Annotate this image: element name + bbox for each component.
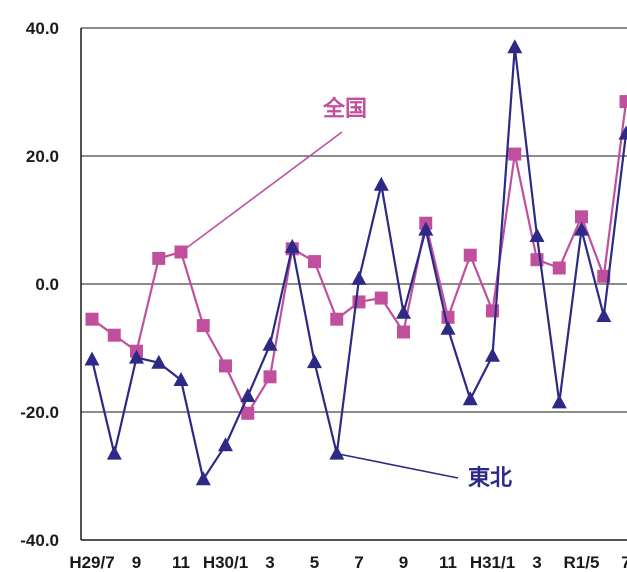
x-tick-label: 3 (532, 553, 541, 572)
data-point-triangle (329, 445, 345, 460)
data-point-square (330, 312, 344, 326)
x-tick-label: 3 (265, 553, 274, 572)
data-point-triangle (462, 391, 478, 406)
x-tick-label: H31/1 (470, 553, 515, 572)
data-point-square (308, 255, 321, 269)
y-tick-label: -40.0 (20, 531, 59, 550)
y-tick-label: 20.0 (26, 147, 59, 166)
data-point-triangle (84, 351, 100, 366)
data-point-triangle (240, 388, 256, 402)
data-point-square (174, 245, 188, 259)
y-tick-label: 40.0 (26, 19, 59, 38)
data-point-triangle (485, 347, 500, 362)
x-tick-label: 7 (354, 553, 363, 572)
data-point-square (552, 261, 566, 275)
annotation-leader-line (180, 131, 343, 253)
data-point-triangle (596, 308, 612, 322)
data-point-square (85, 312, 99, 326)
data-point-square (263, 370, 277, 384)
data-point-triangle (106, 445, 122, 460)
series-line (91, 101, 627, 415)
x-tick-label: 9 (132, 553, 141, 572)
data-point-triangle (262, 336, 278, 351)
data-point-triangle (373, 176, 389, 191)
annotation-leaders (180, 131, 459, 479)
data-point-square (508, 147, 522, 161)
y-tick-label: 0.0 (35, 275, 59, 294)
data-point-square (107, 328, 121, 342)
data-point-square (241, 406, 255, 420)
x-tick-label: R1/5 (564, 553, 600, 572)
data-point-triangle (529, 228, 545, 242)
data-point-triangle (218, 437, 233, 452)
x-tick-labels: H29/7 9 11 H30/1 3 5 7 9 11 H31/1 3 R1/5 7 (69, 553, 627, 572)
data-point-triangle (507, 39, 523, 54)
data-point-triangle (151, 354, 167, 369)
axes (80, 27, 627, 541)
data-point-triangle (551, 394, 567, 409)
x-tick-label: H30/1 (203, 553, 248, 572)
data-point-triangle (173, 372, 189, 386)
data-point-triangle (396, 304, 411, 319)
data-point-square (575, 210, 588, 224)
data-point-square (619, 95, 627, 109)
data-point-square (219, 359, 232, 373)
y-tick-labels: 40.0 20.0 0.0 -20.0 -40.0 (20, 19, 59, 550)
data-point-triangle (284, 238, 300, 253)
x-tick-label: H29/7 (69, 553, 114, 572)
data-point-triangle (418, 221, 434, 236)
x-tick-label: 5 (310, 553, 319, 572)
y-tick-label: -20.0 (20, 403, 59, 422)
data-point-square (196, 319, 210, 333)
series-annotation-label: 全国 (322, 96, 367, 122)
data-point-square (152, 251, 166, 265)
series (84, 39, 627, 486)
x-tick-label: 9 (399, 553, 408, 572)
data-point-triangle (351, 270, 367, 285)
data-point-triangle (618, 125, 627, 140)
annotation-leader-line (336, 452, 459, 479)
x-tick-label: 11 (172, 553, 190, 572)
data-point-triangle (440, 320, 456, 335)
x-tick-label: 11 (439, 553, 457, 572)
data-point-square (463, 248, 477, 262)
data-point-triangle (195, 471, 211, 486)
data-point-triangle (129, 349, 144, 364)
data-point-square (397, 325, 410, 339)
series-annotation-label: 東北 (468, 466, 512, 491)
data-point-square (597, 269, 611, 283)
data-point-triangle (307, 354, 322, 369)
x-tick-label: 7 (621, 553, 627, 572)
data-point-triangle (574, 221, 589, 236)
data-point-square (374, 291, 388, 305)
